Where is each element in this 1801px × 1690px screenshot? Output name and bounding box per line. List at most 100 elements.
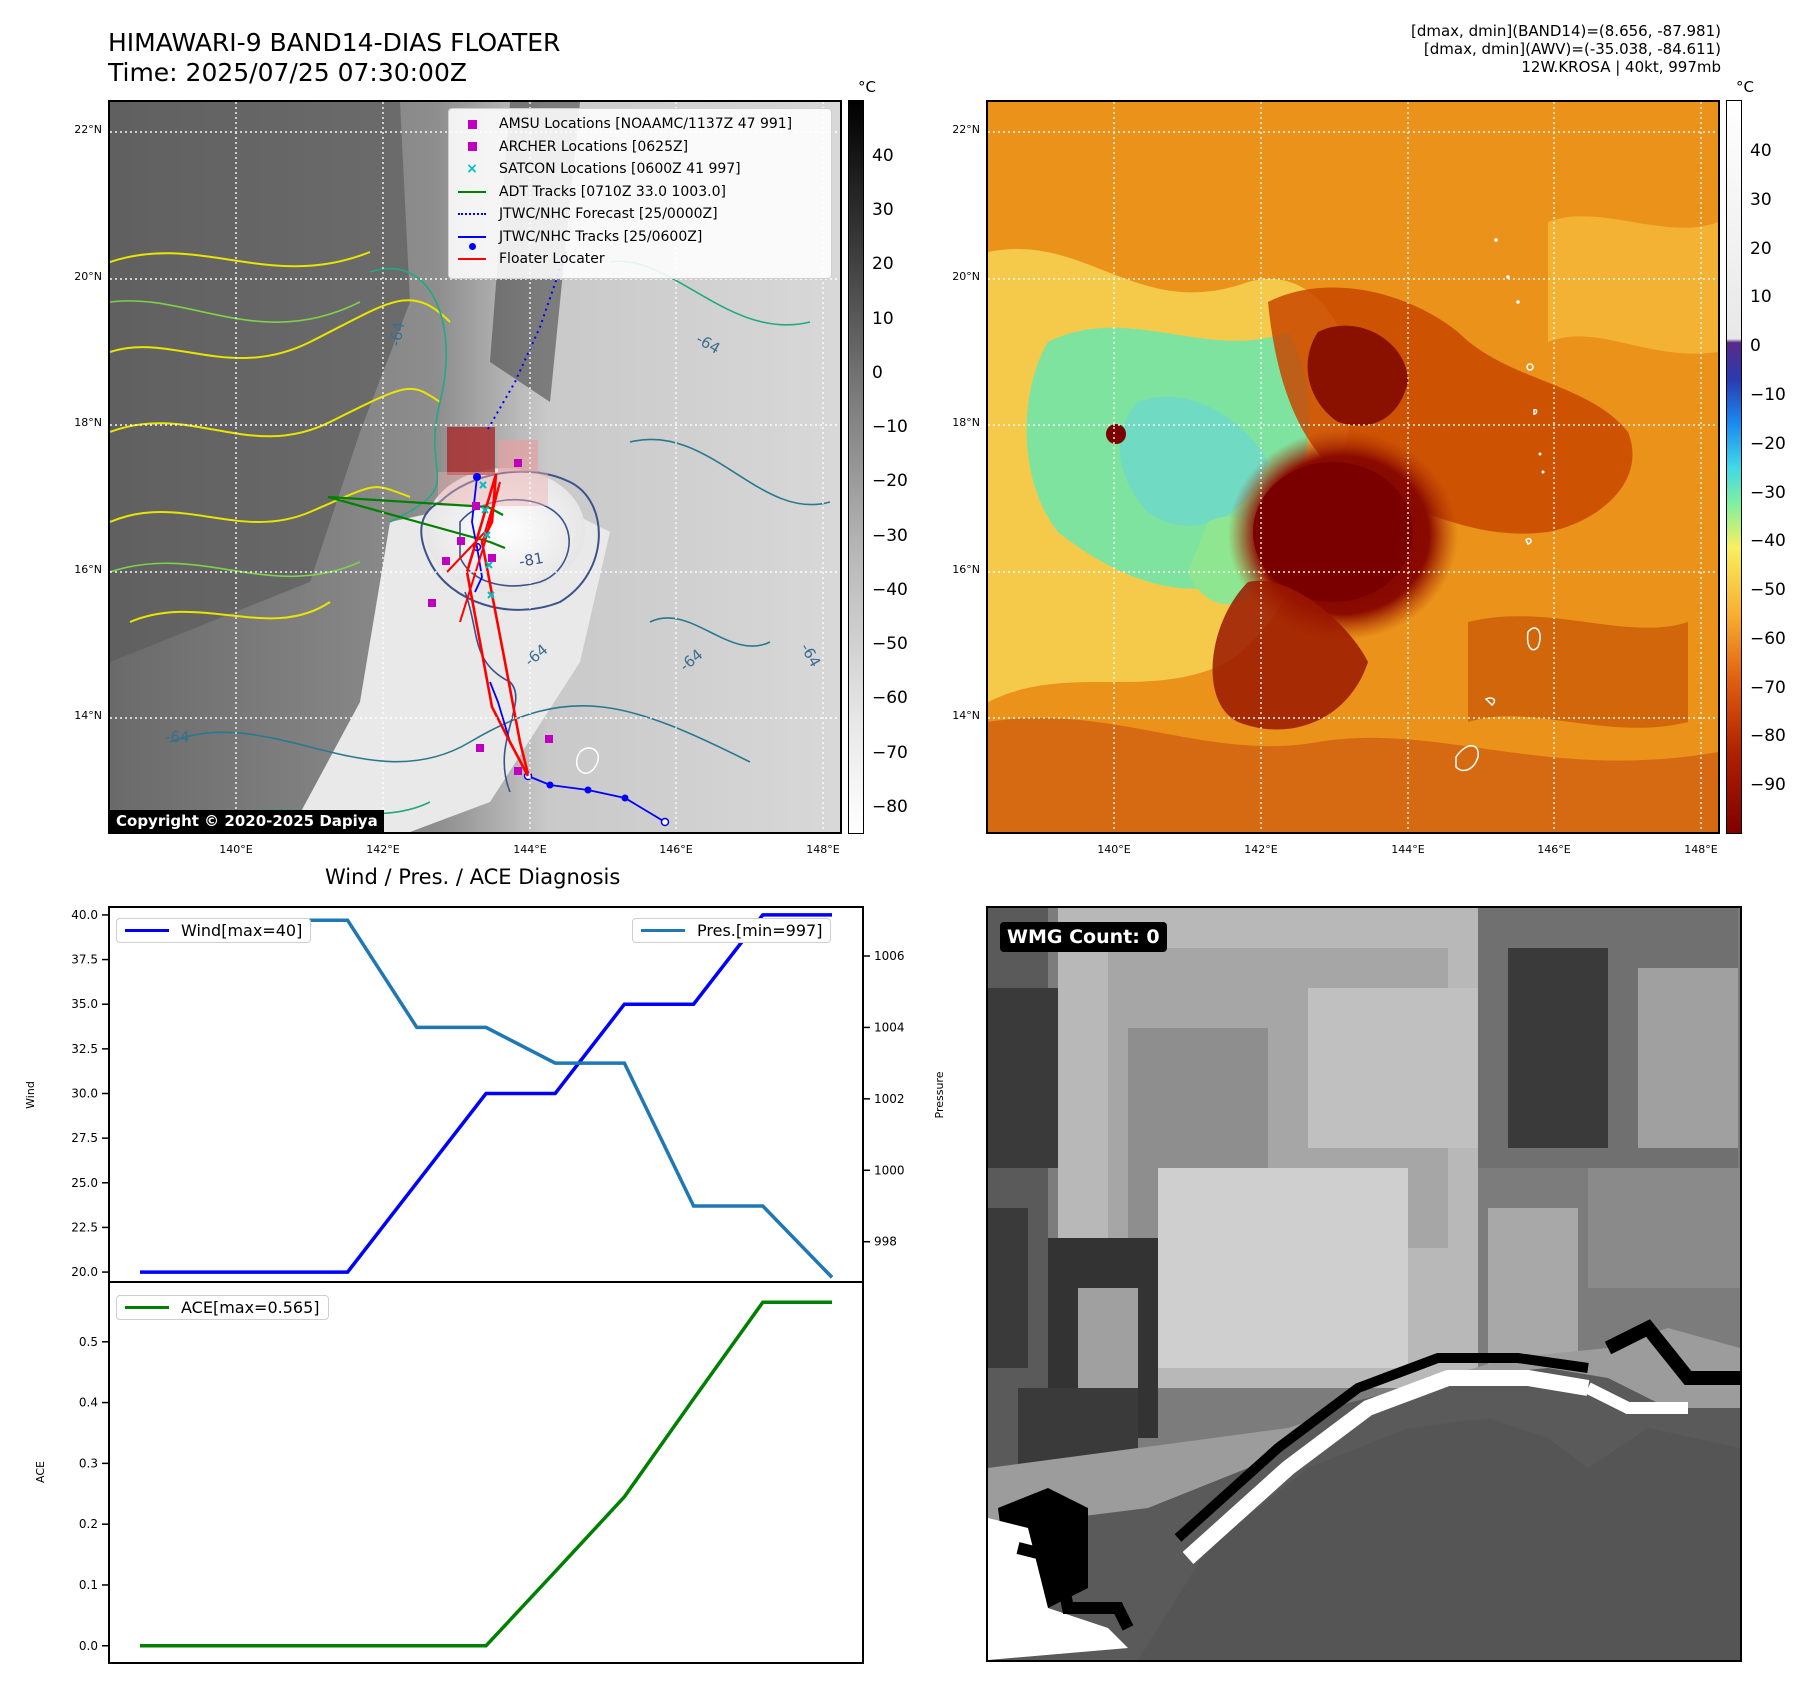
wmg-image [988,908,1740,1660]
ir-map-panel: -64 -64 -64 -64 -81 -64 -64 AMSU Locatio… [108,100,842,834]
cb-tick: −20 [1750,434,1786,454]
cb-tick: −10 [1750,385,1786,405]
legend-item: JTWC/NHC Tracks [25/0600Z] [457,226,823,250]
legend-label: ADT Tracks [0710Z 33.0 1003.0] [499,183,726,200]
cb-tick: −30 [872,526,908,546]
info-line-1: [dmax, dmin](BAND14)=(8.656, -87.981) [1410,22,1721,40]
wind-y-axis: 40.0 37.5 35.0 32.5 30.0 27.5 25.0 22.5 20.0 [71,908,108,1279]
colorbar-right [1726,100,1742,834]
contour-label-3: -64 [165,728,190,746]
cb-tick: −50 [872,634,908,654]
figure-title: HIMAWARI-9 BAND14-DIAS FLOATER Time: 202… [108,28,560,88]
wind-line-icon [125,929,169,932]
lon-label: 144°E [1391,843,1425,856]
title-line-1: HIMAWARI-9 BAND14-DIAS FLOATER [108,28,561,57]
lat-label: 18°N [952,416,980,429]
pressure-legend-label: Pres.[min=997] [697,921,823,940]
legend-item: AMSU Locations [NOAAMC/1137Z 47 991] [457,113,823,136]
pressure-y-tick-label: 1006 [874,949,905,963]
pressure-series-line [140,918,834,1279]
colorbar-left-unit: °C [858,78,876,96]
cb-tick: −60 [1750,629,1786,649]
pressure-legend: Pres.[min=997] [632,918,832,943]
lon-label: 146°E [659,843,693,856]
dotted-line-icon [457,213,487,216]
cb-tick: 20 [872,254,894,274]
pressure-y-axis: 1006 1004 1002 1000 998 [864,949,905,1249]
lon-label: 144°E [513,843,547,856]
lon-label: 140°E [1097,843,1131,856]
square-marker-icon [457,142,487,152]
lat-label: 22°N [74,123,102,136]
legend-label: Floater Locater [499,251,605,267]
cb-tick: −40 [872,580,908,600]
legend-label: AMSU Locations [NOAAMC/1137Z 47 991] [499,116,793,132]
wind-y-tick-label: 20.0 [71,1265,98,1279]
diagnosis-frame [108,906,864,1664]
cb-tick: −90 [1750,775,1786,795]
wind-y-tick-label: 25.0 [71,1176,98,1190]
lat-label: 16°N [952,563,980,576]
ace-y-tick-label: 0.5 [79,1335,98,1349]
lon-label: 148°E [806,843,840,856]
cb-tick: 0 [872,363,883,383]
lon-label: 148°E [1684,843,1718,856]
cb-tick: −10 [872,417,908,437]
ace-y-tick-label: 0.3 [79,1456,98,1470]
enhanced-ir-panel [986,100,1720,834]
legend-label: ARCHER Locations [0625Z] [499,138,689,155]
x-marker-icon: × [466,161,478,177]
cb-tick: −70 [1750,678,1786,698]
colorbar-left [848,100,864,834]
wind-legend-label: Wind[max=40] [181,921,303,940]
wind-y-tick-label: 35.0 [71,997,98,1011]
wind-legend: Wind[max=40] [116,918,312,943]
cb-tick: −30 [1750,483,1786,503]
ace-y-tick-label: 0.1 [79,1578,98,1592]
cb-tick: 30 [872,200,894,220]
ace-y-tick-label: 0.2 [79,1517,98,1531]
wind-y-tick-label: 40.0 [71,908,98,922]
pressure-axis-label: Pressure [933,1071,946,1118]
wind-axis-label: Wind [24,1081,37,1109]
pressure-y-tick-label: 1004 [874,1020,905,1034]
line-dot-icon [457,235,487,250]
legend-label: JTWC/NHC Forecast [25/0000Z] [499,206,718,222]
map-legend: AMSU Locations [NOAAMC/1137Z 47 991] ARC… [448,108,832,279]
wind-y-tick-label: 37.5 [71,953,98,967]
wind-y-tick-label: 27.5 [71,1131,98,1145]
ace-y-axis: 0.5 0.4 0.3 0.2 0.1 0.0 [79,1335,108,1653]
title-line-2: Time: 2025/07/25 07:30:00Z [108,58,467,87]
copyright-label: Copyright © 2020-2025 Dapiya [110,810,384,832]
cb-tick: −80 [872,797,908,817]
cb-tick: 30 [1750,190,1772,210]
cb-tick: 10 [872,309,894,329]
info-line-2: [dmax, dmin](AWV)=(-35.038, -84.611) [1423,40,1721,58]
cb-tick: −40 [1750,531,1786,551]
legend-item: JTWC/NHC Forecast [25/0000Z] [457,203,823,226]
line-icon [457,190,487,193]
lat-label: 20°N [952,270,980,283]
lon-label: 142°E [366,843,400,856]
legend-item: × SATCON Locations [0600Z 41 997] [457,158,823,181]
square-marker-icon [457,119,487,129]
ace-y-tick-label: 0.4 [79,1396,98,1410]
legend-label: JTWC/NHC Tracks [25/0600Z] [499,228,703,245]
cb-tick: 20 [1750,239,1772,259]
diagnosis-divider [108,1281,864,1283]
legend-item: ARCHER Locations [0625Z] [457,136,823,159]
contour-label-1: -64 [386,320,408,347]
cb-tick: 40 [1750,141,1772,161]
lat-label: 22°N [952,123,980,136]
cb-tick: −50 [1750,580,1786,600]
pressure-y-tick-label: 1002 [874,1092,905,1106]
lat-label: 16°N [74,563,102,576]
legend-label: SATCON Locations [0600Z 41 997] [499,161,741,177]
pressure-y-tick-label: 1000 [874,1163,905,1177]
storm-info: [dmax, dmin](BAND14)=(8.656, -87.981) [d… [1411,22,1721,76]
line-icon [457,258,487,261]
wind-series-line [140,913,832,1274]
wind-y-tick-label: 22.5 [71,1220,98,1234]
lon-label: 146°E [1537,843,1571,856]
